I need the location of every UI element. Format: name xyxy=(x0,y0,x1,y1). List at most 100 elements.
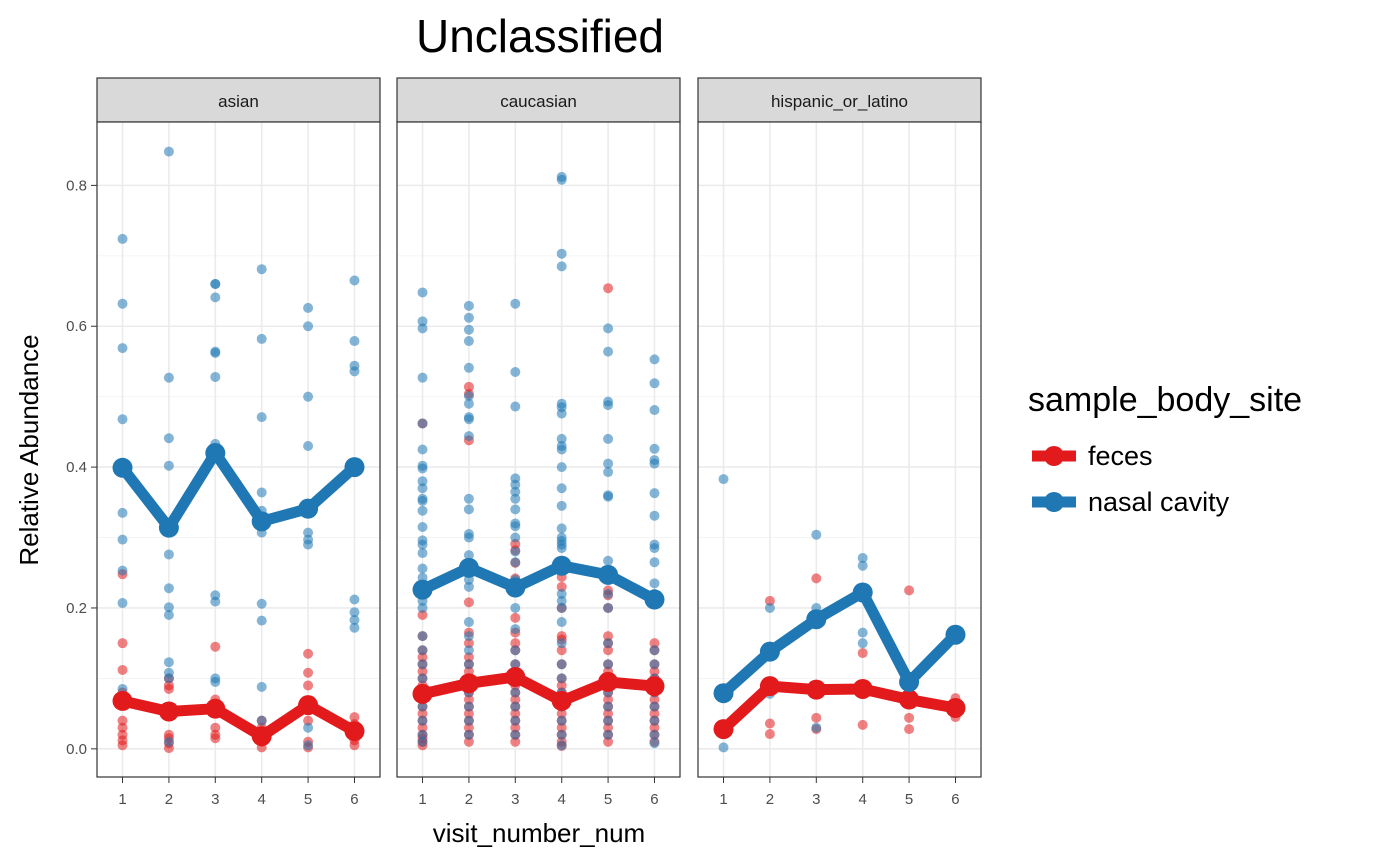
data-point xyxy=(463,381,474,392)
data-point xyxy=(463,736,474,747)
data-point xyxy=(603,400,614,411)
data-point xyxy=(417,463,428,474)
data-point xyxy=(556,722,567,733)
data-point xyxy=(417,316,428,327)
data-point xyxy=(417,602,428,613)
x-tick-label: 2 xyxy=(165,791,173,808)
data-point xyxy=(463,532,474,543)
x-tick-label: 6 xyxy=(650,791,658,808)
mean-point xyxy=(806,679,827,700)
y-tick-label: 0.6 xyxy=(66,318,87,335)
data-point xyxy=(417,666,428,677)
data-point xyxy=(764,718,775,729)
facet-panels: asian 1 2 3 4 5 6 0.0 0.2 0.4 0.6 0.8 caucasian 1 2 3 4 5… xyxy=(66,77,982,808)
mean-line-nasal-cavity xyxy=(118,447,359,534)
data-point xyxy=(349,366,360,377)
data-point xyxy=(417,372,428,383)
data-point xyxy=(510,602,521,613)
data-point xyxy=(811,712,822,723)
data-point xyxy=(463,638,474,649)
data-point xyxy=(117,343,128,354)
data-point xyxy=(510,521,521,532)
x-tick-label: 2 xyxy=(465,791,473,808)
data-point xyxy=(417,715,428,726)
mean-line-nasal-cavity xyxy=(719,586,960,698)
data-point xyxy=(556,659,567,670)
data-point xyxy=(417,645,428,656)
mean-point xyxy=(158,701,179,722)
data-point xyxy=(210,371,221,382)
data-point xyxy=(163,433,174,444)
data-point xyxy=(649,715,660,726)
data-point xyxy=(210,596,221,607)
data-point xyxy=(417,673,428,684)
data-point xyxy=(463,581,474,592)
mean-point xyxy=(205,698,226,719)
mean-point xyxy=(412,683,433,704)
data-point xyxy=(556,581,567,592)
mean-point xyxy=(759,676,780,697)
data-point xyxy=(349,622,360,633)
data-point xyxy=(463,701,474,712)
data-point xyxy=(649,722,660,733)
data-point xyxy=(556,444,567,455)
mean-point xyxy=(298,695,319,716)
data-point xyxy=(510,694,521,705)
data-point xyxy=(256,412,267,423)
mean-point xyxy=(945,624,966,645)
data-point xyxy=(603,491,614,502)
data-point xyxy=(417,539,428,550)
data-point xyxy=(811,722,822,733)
mean-point xyxy=(713,719,734,740)
legend-entry-nasal-cavity: nasal cavity xyxy=(1032,487,1230,517)
data-point xyxy=(510,722,521,733)
y-tick-label: 0.0 xyxy=(66,741,87,758)
data-point xyxy=(510,645,521,656)
mean-point xyxy=(852,678,873,699)
data-point xyxy=(210,348,221,359)
mean-point xyxy=(899,689,920,710)
data-point xyxy=(463,390,474,401)
y-tick-label: 0.4 xyxy=(66,459,87,476)
mean-point xyxy=(806,609,827,630)
data-point xyxy=(649,510,660,521)
data-point xyxy=(603,631,614,642)
data-point xyxy=(510,708,521,719)
data-point xyxy=(256,333,267,344)
data-point xyxy=(556,680,567,691)
data-point xyxy=(117,598,128,609)
data-point xyxy=(417,287,428,298)
mean-point xyxy=(505,577,526,598)
mean-point xyxy=(112,457,133,478)
data-point xyxy=(417,444,428,455)
mean-point xyxy=(713,683,734,704)
mean-point xyxy=(412,579,433,600)
facet-panel-asian: asian 1 2 3 4 5 6 0.0 0.2 0.4 0.6 0.8 xyxy=(66,77,381,808)
data-point xyxy=(463,493,474,504)
legend-title: sample_body_site xyxy=(1028,381,1302,419)
data-point xyxy=(556,433,567,444)
data-point xyxy=(603,433,614,444)
data-point xyxy=(649,443,660,454)
data-point xyxy=(510,659,521,670)
data-point xyxy=(510,736,521,747)
data-point xyxy=(510,493,521,504)
data-point xyxy=(603,729,614,740)
data-point xyxy=(556,740,567,751)
data-point xyxy=(649,578,660,589)
x-tick-label: 1 xyxy=(118,791,126,808)
data-point xyxy=(117,507,128,518)
data-point xyxy=(556,543,567,554)
data-point xyxy=(556,174,567,185)
chart-title: Unclassified xyxy=(416,10,664,62)
x-tick-label: 6 xyxy=(350,791,358,808)
facet-panel-hispanic_or_latino: hispanic_or_latino 1 2 3 4 5 6 xyxy=(697,77,982,808)
data-point xyxy=(256,615,267,626)
data-point xyxy=(117,233,128,244)
data-point xyxy=(417,631,428,642)
data-point xyxy=(603,346,614,357)
data-point xyxy=(303,680,314,691)
facet-strip-label: asian xyxy=(218,92,259,111)
data-point xyxy=(556,617,567,628)
